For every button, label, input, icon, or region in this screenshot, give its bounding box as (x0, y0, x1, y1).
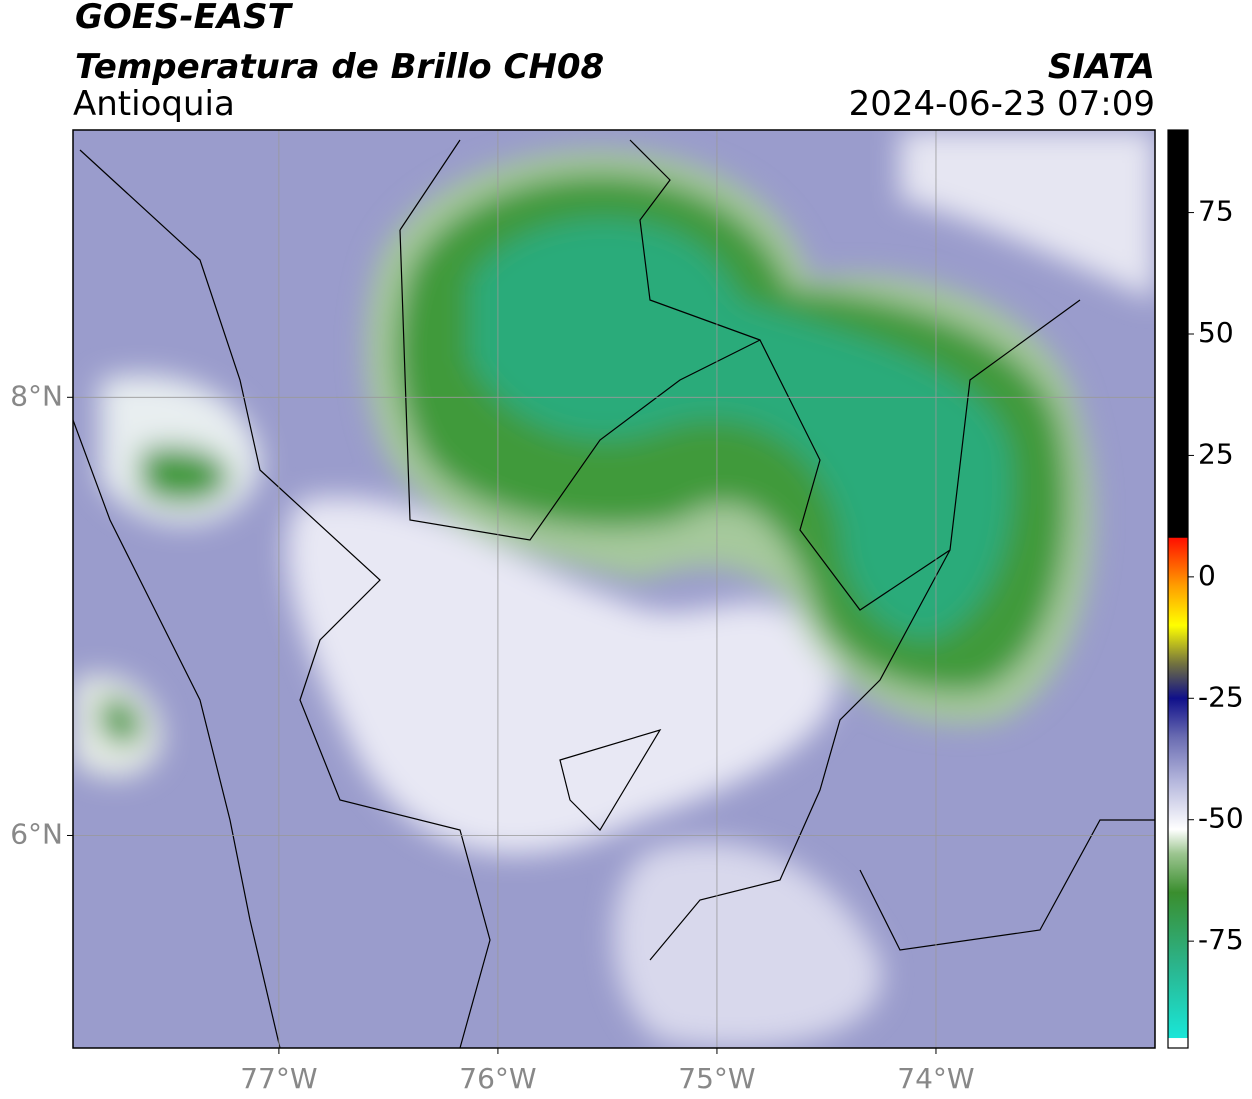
y-tick-label: 8°N (10, 379, 63, 412)
x-tick-label: 75°W (678, 1062, 755, 1095)
source: SIATA (1048, 47, 1155, 87)
x-tick-label: 76°W (459, 1062, 536, 1095)
x-tick-label: 77°W (240, 1062, 317, 1095)
colorbar-tick-label: 75 (1198, 195, 1234, 228)
datetime: 2024-06-23 07:09 (849, 84, 1155, 124)
map-image (73, 130, 1155, 1048)
subtitle: Temperatura de Brillo CH08 (75, 47, 604, 87)
colorbar-tick-label: -50 (1198, 802, 1244, 835)
title: GOES-EAST (75, 0, 294, 37)
colorbar (1167, 129, 1189, 1049)
colorbar-tick-label: 0 (1198, 559, 1216, 592)
y-tick-label: 6°N (10, 817, 63, 850)
colorbar-tick-label: 25 (1198, 437, 1234, 470)
colorbar-tick-label: -25 (1198, 680, 1244, 713)
map-frame (72, 129, 1156, 1049)
region: Antioquia (73, 84, 235, 124)
colorbar-tick-label: 50 (1198, 316, 1234, 349)
colorbar-tick-label: -75 (1198, 923, 1244, 956)
x-tick-label: 74°W (897, 1062, 974, 1095)
